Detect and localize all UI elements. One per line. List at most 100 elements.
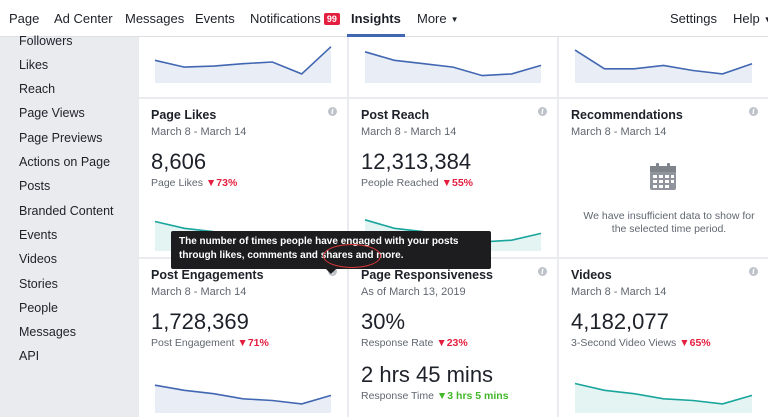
sidebar-item-reach[interactable]: Reach	[19, 82, 56, 96]
sidebar-item-page-previews[interactable]: Page Previews	[19, 131, 103, 145]
nav-tab-messages[interactable]: Messages	[125, 11, 185, 26]
card-value-secondary: 2 hrs 45 mins	[361, 362, 494, 387]
card-value: 8,606	[151, 149, 207, 174]
card-date-range: March 8 - March 14	[151, 126, 247, 138]
card-change: 55%	[451, 177, 473, 189]
trend-down-icon: ▼	[436, 337, 447, 349]
card-post-engagements[interactable]: Post Engagements March 8 - March 14 i 1,…	[139, 259, 347, 417]
card-metric-line: 3-Second Video Views ▼65%	[571, 337, 711, 349]
card-change: 65%	[689, 337, 711, 349]
card-metric-line-secondary: Response Time ▼3 hrs 5 mins	[361, 390, 509, 402]
card-metric-label: Post Engagement	[151, 337, 235, 349]
info-icon[interactable]: i	[538, 267, 547, 276]
card-date-range: March 8 - March 14	[361, 126, 457, 138]
nav-tab-insights[interactable]: Insights	[347, 0, 405, 37]
card-metric-label: Response Rate	[361, 337, 434, 349]
nav-tab-ad-center[interactable]: Ad Center	[54, 11, 113, 26]
card-value: 1,728,369	[151, 309, 249, 334]
card-metric-label: Page Likes	[151, 177, 203, 189]
sidebar-item-stories[interactable]: Stories	[19, 277, 58, 291]
card-metric-line: Page Likes ▼73%	[151, 177, 237, 189]
info-icon[interactable]: i	[538, 107, 547, 116]
nav-tab-page[interactable]: Page	[9, 11, 40, 26]
info-icon[interactable]: i	[749, 267, 758, 276]
tooltip-line: The number of times people have engaged …	[179, 236, 459, 247]
card-title: Post Reach	[361, 108, 430, 122]
card-value: 4,182,077	[571, 309, 669, 334]
sidebar-item-posts[interactable]: Posts	[19, 179, 51, 193]
card-metric-line: Post Engagement ▼71%	[151, 337, 269, 349]
card-change: 71%	[247, 337, 269, 349]
card-value: 12,313,384	[361, 149, 472, 174]
card-change: 73%	[216, 177, 238, 189]
nav-tab-more-label: More	[417, 11, 447, 26]
chevron-down-icon: ▼	[763, 15, 768, 24]
sparkline-area	[575, 383, 752, 413]
card-metric-label: People Reached	[361, 177, 439, 189]
sidebar-item-api[interactable]: API	[19, 349, 40, 363]
sparkline-line	[364, 51, 542, 77]
nav-tab-notifications-label: Notifications	[250, 11, 321, 26]
insights-sidebar: Followers Likes Reach Page Views Page Pr…	[0, 34, 138, 417]
sparkline-videos	[574, 382, 753, 413]
card-date-range: As of March 13, 2019	[361, 286, 466, 298]
sidebar-item-followers[interactable]: Followers	[19, 34, 73, 48]
card-title: Post Engagements	[151, 268, 264, 282]
trend-down-icon: ▼	[679, 337, 690, 349]
nav-tab-events[interactable]: Events	[195, 11, 235, 26]
recommendations-message-line: We have insufficient data to show for	[583, 210, 755, 222]
sparkline-line	[574, 382, 753, 405]
card-page-responsiveness[interactable]: Page Responsiveness As of March 13, 2019…	[349, 259, 557, 417]
card-title: Recommendations	[571, 108, 683, 122]
highlight-circle-annotation	[323, 244, 381, 268]
chevron-down-icon: ▼	[450, 15, 459, 24]
sparkline-area	[155, 46, 331, 83]
card-partial-top-right[interactable]	[559, 37, 768, 97]
sparkline-line	[154, 384, 332, 405]
info-icon[interactable]: i	[749, 107, 758, 116]
sidebar-item-videos[interactable]: Videos	[19, 252, 57, 266]
trend-down-icon: ▼	[237, 337, 248, 349]
nav-help-label: Help	[733, 11, 760, 26]
sidebar-item-actions-on-page[interactable]: Actions on Page	[19, 155, 111, 169]
card-value: 30%	[361, 309, 406, 334]
card-videos[interactable]: Videos March 8 - March 14 i 4,182,077 3-…	[559, 259, 768, 417]
nav-settings[interactable]: Settings	[670, 11, 717, 26]
card-date-range: March 8 - March 14	[151, 286, 247, 298]
card-title: Page Responsiveness	[361, 268, 494, 282]
tooltip-line: through likes, comments and shares and m…	[179, 250, 404, 261]
sparkline-line	[574, 49, 753, 75]
sidebar-item-events[interactable]: Events	[19, 228, 58, 242]
card-metric-label: Response Time	[361, 390, 434, 402]
card-change: 3 hrs 5 mins	[447, 390, 509, 402]
trend-down-icon: ▼	[205, 177, 217, 189]
trend-down-icon: ▼	[436, 390, 448, 402]
card-metric-label: 3-Second Video Views	[571, 337, 677, 349]
card-metric-line: People Reached ▼55%	[361, 177, 473, 189]
sidebar-item-likes[interactable]: Likes	[19, 58, 49, 72]
sparkline-post-engagements	[154, 384, 332, 413]
nav-tab-notifications[interactable]: Notifications 99	[250, 0, 340, 37]
sparkline-line	[154, 46, 332, 75]
nav-help[interactable]: Help ▼	[733, 0, 768, 37]
sidebar-item-page-views[interactable]: Page Views	[19, 106, 85, 120]
card-partial-top-left[interactable]	[139, 37, 347, 97]
notification-count-badge: 99	[323, 13, 340, 25]
sidebar-item-branded-content[interactable]: Branded Content	[19, 204, 114, 218]
top-navigation: Page Ad Center Messages Events Notificat…	[0, 0, 768, 37]
nav-tab-more[interactable]: More ▼	[417, 0, 459, 37]
card-title: Videos	[571, 268, 612, 282]
card-partial-top-middle[interactable]	[349, 37, 557, 97]
sidebar-item-messages[interactable]: Messages	[19, 325, 76, 339]
card-change: 23%	[446, 337, 468, 349]
sparkline-top-middle	[364, 51, 542, 83]
sidebar-item-people[interactable]: People	[19, 301, 58, 315]
card-title: Page Likes	[151, 108, 217, 122]
recommendations-message-line: the selected time period.	[611, 223, 727, 235]
card-metric-line: Response Rate ▼23%	[361, 337, 468, 349]
calendar-icon	[650, 163, 676, 190]
sparkline-top-left	[154, 46, 332, 83]
card-date-range: March 8 - March 14	[571, 286, 667, 298]
info-icon[interactable]: i	[328, 107, 337, 116]
recommendations-message: We have insufficient data to show for th…	[569, 210, 768, 236]
